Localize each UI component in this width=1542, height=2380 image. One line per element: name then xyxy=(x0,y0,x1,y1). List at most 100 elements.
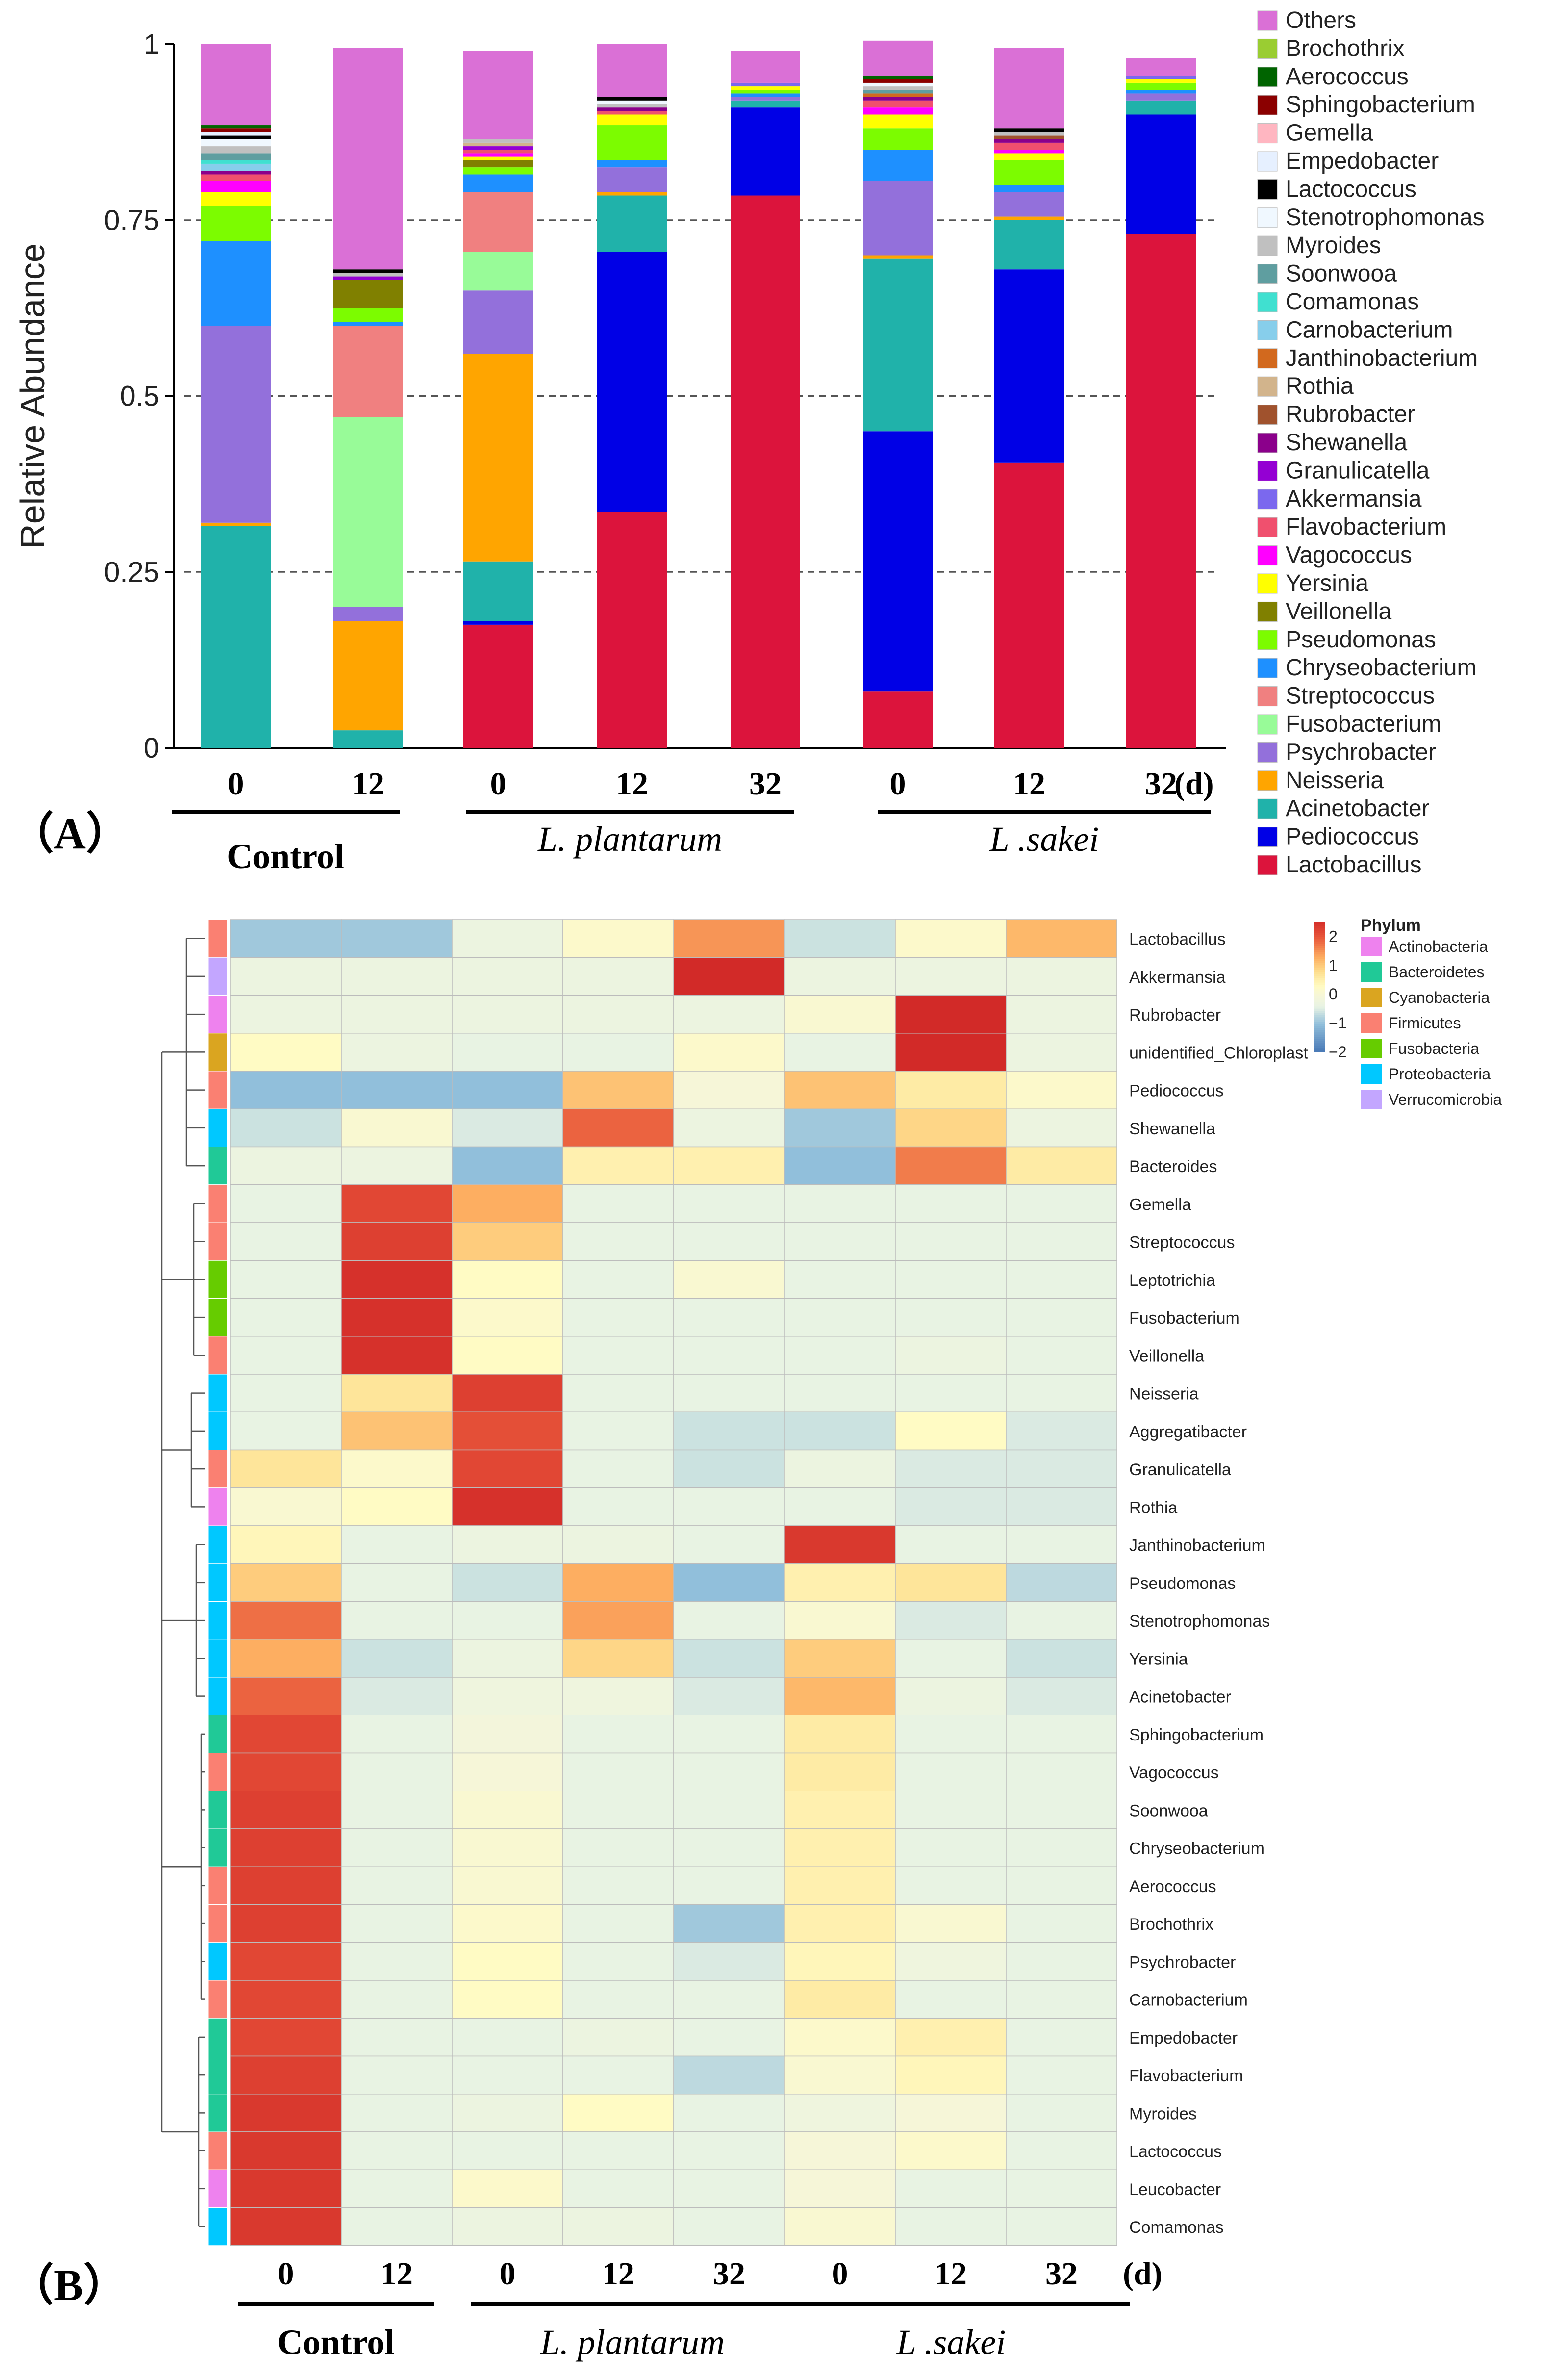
phylum-cell-firmicutes xyxy=(208,1980,228,2019)
color-scale-step xyxy=(1314,961,1325,964)
heatmap-cell xyxy=(784,1563,896,1602)
color-scale-step xyxy=(1314,1026,1325,1029)
heatmap-cell xyxy=(895,1677,1007,1715)
legend-swatch-granulicatella xyxy=(1257,461,1278,481)
heatmap-cell xyxy=(673,1866,785,1905)
y-tick-label: 0.25 xyxy=(104,556,159,588)
legend-swatch-yersinia xyxy=(1257,573,1278,594)
heatmap-cell xyxy=(562,1791,674,1829)
heatmap-cell xyxy=(230,1866,342,1905)
heatmap-cell xyxy=(230,1260,342,1299)
phylum-cell-proteobacteria xyxy=(208,1601,228,1640)
bar-segment-shewanella xyxy=(994,139,1064,143)
phylum-cell-fusobacteria xyxy=(208,1298,228,1337)
heatmap-cell xyxy=(230,2018,342,2057)
heatmap-cell xyxy=(341,2094,453,2132)
heatmap-cell xyxy=(895,1411,1007,1451)
bar-segment-fusobacterium xyxy=(463,252,533,291)
heatmap-cell xyxy=(562,1411,674,1451)
phylum-cell-firmicutes xyxy=(208,1336,228,1375)
row-label: Fusobacterium xyxy=(1129,1309,1239,1328)
legend-swatch-carnobacterium xyxy=(1257,320,1278,340)
bar-segment-others xyxy=(463,51,533,139)
phylum-cell-bacteroidetes xyxy=(208,1828,228,1867)
heatmap-cell xyxy=(452,2169,563,2208)
legend-swatch-aerococcus xyxy=(1257,67,1278,87)
heatmap-cell xyxy=(230,1601,342,1640)
legend-label-carnobacterium: Carnobacterium xyxy=(1286,317,1453,343)
heatmap-cell xyxy=(895,1525,1007,1564)
legend-label-chryseobacterium: Chryseobacterium xyxy=(1286,655,1476,681)
heatmap-cell xyxy=(452,995,563,1034)
bar-segment-yersinia xyxy=(863,114,933,129)
column-label: 0 xyxy=(500,2256,516,2292)
legend-label-shewanella: Shewanella xyxy=(1286,430,1407,456)
color-scale-step xyxy=(1314,1032,1325,1035)
phylum-cell-bacteroidetes xyxy=(208,1147,228,1185)
heatmap-cell xyxy=(673,1108,785,1148)
heatmap-cell xyxy=(341,1108,453,1148)
phylum-cell-bacteroidetes xyxy=(208,1791,228,1829)
legend-label-psychrobacter: Psychrobacter xyxy=(1286,739,1436,765)
bar-segment-sphingobacterium xyxy=(863,79,933,83)
heatmap-cell xyxy=(673,2131,785,2170)
color-scale-step xyxy=(1314,1006,1325,1009)
group-label-l-sakei: L .sakei xyxy=(896,2323,1006,2362)
row-label: Streptococcus xyxy=(1129,1233,1235,1252)
heatmap-cell xyxy=(673,2207,785,2246)
heatmap-cell xyxy=(673,1298,785,1337)
heatmap-cell xyxy=(784,1374,896,1412)
color-scale-step xyxy=(1314,922,1325,925)
bar-segment-lactobacillus xyxy=(597,512,667,748)
heatmap-cell xyxy=(895,1184,1007,1223)
heatmap-cell xyxy=(673,1449,785,1488)
heatmap-cell xyxy=(230,1525,342,1564)
heatmap-cell xyxy=(452,1449,563,1488)
color-scale-tick: 1 xyxy=(1329,956,1338,974)
bar-segment-neisseria xyxy=(463,354,533,562)
bar-segment-yersinia xyxy=(597,114,667,126)
heatmap-cell xyxy=(895,1071,1007,1109)
phylum-label-bacteroidetes: Bacteroidetes xyxy=(1389,963,1485,981)
bar-segment-chryseobacterium xyxy=(333,322,403,326)
phylum-label-firmicutes: Firmicutes xyxy=(1389,1014,1461,1032)
bar-segment-myroides xyxy=(863,86,933,90)
heatmap-cell xyxy=(562,2131,674,2170)
heatmap-cell xyxy=(562,1639,674,1678)
heatmap-cell xyxy=(230,1222,342,1261)
legend-swatch-sphingobacterium xyxy=(1257,95,1278,115)
bar-segment-chryseobacterium xyxy=(863,150,933,181)
heatmap-cell xyxy=(784,1336,896,1375)
phylum-cell-fusobacteria xyxy=(208,1260,228,1299)
color-scale-step xyxy=(1314,974,1325,977)
heatmap-cell xyxy=(673,1942,785,1981)
heatmap-cell xyxy=(673,1828,785,1867)
color-scale-step xyxy=(1314,1015,1325,1018)
heatmap-cell xyxy=(230,1336,342,1375)
legend-swatch-psychrobacter xyxy=(1257,742,1278,763)
legend-label-flavobacterium: Flavobacterium xyxy=(1286,514,1446,540)
heatmap-cell xyxy=(1006,2094,1117,2132)
bar-segment-psychrobacter xyxy=(863,181,933,256)
heatmap-cell xyxy=(895,2094,1007,2132)
heatmap-cell xyxy=(1006,1260,1117,1299)
heatmap-cell xyxy=(673,1374,785,1412)
bar-segment-shewanella xyxy=(201,171,271,175)
heatmap-cell xyxy=(895,995,1007,1034)
heatmap-cell xyxy=(562,1108,674,1148)
heatmap-cell xyxy=(562,1033,674,1072)
heatmap-cell xyxy=(673,1071,785,1109)
phylum-label-verrucomicrobia: Verrucomicrobia xyxy=(1389,1091,1502,1108)
legend-swatch-rothia xyxy=(1257,376,1278,397)
heatmap-cell xyxy=(673,2169,785,2208)
color-scale-step xyxy=(1314,998,1325,1000)
legend-label-gemella: Gemella xyxy=(1286,120,1373,146)
heatmap-cell xyxy=(230,1715,342,1754)
color-scale-step xyxy=(1314,972,1325,974)
color-scale: 2 1 0 −1 −2 xyxy=(1314,922,1346,1061)
heatmap-cell xyxy=(562,957,674,996)
heatmap-cell xyxy=(230,2055,342,2095)
heatmap-cell xyxy=(673,1677,785,1715)
bar-segment-neisseria xyxy=(201,522,271,526)
heatmap-cell xyxy=(784,1071,896,1109)
